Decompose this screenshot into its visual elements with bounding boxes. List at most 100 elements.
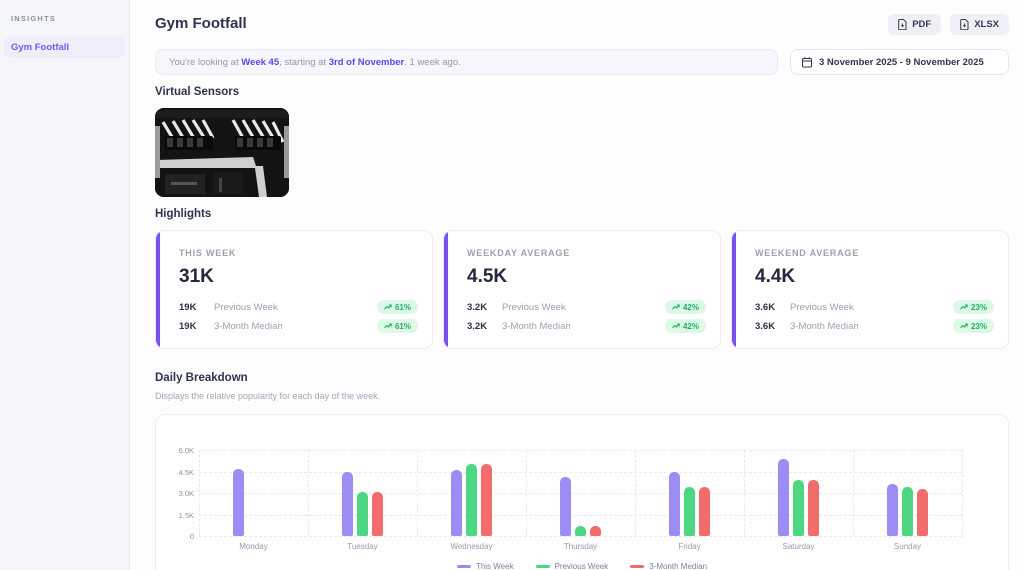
- change-badge: 42%: [664, 300, 706, 314]
- sidebar-item-gym-footfall[interactable]: Gym Footfall: [4, 37, 125, 58]
- x-axis-label: Sunday: [893, 542, 922, 551]
- comparison-row: 19K Previous Week 61%: [179, 300, 418, 314]
- sidebar-section-label: INSIGHTS: [11, 14, 57, 23]
- highlights-heading: Highlights: [155, 208, 212, 220]
- comparison-value: 19K: [179, 301, 197, 313]
- x-axis-label: Tuesday: [347, 542, 378, 551]
- y-axis-tick-label: 0: [189, 532, 194, 541]
- gridline: [199, 514, 962, 516]
- main-content: Gym Footfall PDF XLSX You're looking at …: [130, 0, 1024, 570]
- chart-day-group: [199, 450, 308, 536]
- bar-previous-week[interactable]: [466, 464, 477, 536]
- trending-up-icon: [672, 304, 680, 310]
- card-value: 31K: [179, 266, 214, 287]
- bar-this-week[interactable]: [560, 477, 571, 536]
- bar-this-week[interactable]: [451, 470, 462, 536]
- bar-3-month-median[interactable]: [590, 525, 601, 536]
- x-axis-label: Monday: [239, 542, 268, 551]
- change-badge: 23%: [952, 319, 994, 333]
- bar-previous-week[interactable]: [902, 487, 913, 536]
- bar-this-week[interactable]: [778, 458, 789, 536]
- change-badge: 42%: [664, 319, 706, 333]
- bar-3-month-median[interactable]: [917, 488, 928, 536]
- bar-3-month-median[interactable]: [481, 464, 492, 536]
- bar-3-month-median[interactable]: [699, 487, 710, 536]
- comparison-label: Previous Week: [502, 301, 566, 313]
- highlight-cards-row: THIS WEEK 31K 19K Previous Week 61% 19K …: [155, 230, 1009, 349]
- comparison-label: 3-Month Median: [790, 320, 859, 332]
- gridline: [526, 450, 527, 536]
- bar-previous-week[interactable]: [793, 480, 804, 536]
- highlight-card-weekday-average: WEEKDAY AVERAGE 4.5K 3.2K Previous Week …: [443, 230, 721, 349]
- info-suffix: . 1 week ago.: [404, 56, 461, 68]
- info-prefix: You're looking at: [169, 56, 242, 68]
- chart-day-group: [744, 450, 853, 536]
- virtual-sensors-heading: Virtual Sensors: [155, 86, 240, 98]
- bar-previous-week[interactable]: [575, 525, 586, 536]
- comparison-value: 19K: [179, 320, 197, 332]
- legend-color-dash: [630, 565, 645, 568]
- legend-label: This Week: [475, 562, 514, 570]
- trending-up-icon: [384, 323, 392, 329]
- legend-item-3-month-median[interactable]: 3-Month Median: [630, 562, 707, 570]
- pdf-export-button[interactable]: PDF: [888, 14, 942, 35]
- bar-3-month-median[interactable]: [372, 491, 383, 536]
- gridline: [199, 536, 962, 537]
- gridline: [853, 450, 854, 536]
- y-axis-tick-label: 4.5K: [178, 467, 194, 477]
- chart-plot-area: [199, 450, 962, 536]
- card-accent-bar: [732, 231, 736, 348]
- gridline: [417, 450, 418, 536]
- card-label: THIS WEEK: [179, 248, 237, 258]
- comparison-label: Previous Week: [790, 301, 854, 313]
- gridline: [199, 493, 962, 494]
- bar-this-week[interactable]: [887, 484, 898, 536]
- bar-this-week[interactable]: [669, 471, 680, 536]
- trending-up-icon: [960, 323, 968, 329]
- gridline: [199, 450, 962, 451]
- comparison-row: 3.6K Previous Week 23%: [755, 300, 994, 314]
- highlight-card-weekend-average: WEEKEND AVERAGE 4.4K 3.6K Previous Week …: [731, 230, 1009, 349]
- date-range-value: 3 November 2025 - 9 November 2025: [819, 56, 984, 68]
- gridline: [199, 471, 962, 473]
- change-badge: 61%: [376, 319, 418, 333]
- trending-up-icon: [960, 304, 968, 310]
- bar-3-month-median[interactable]: [808, 480, 819, 536]
- bar-previous-week[interactable]: [684, 487, 695, 536]
- daily-breakdown-chart: 0 1.5K 3.0K 4.5K 6.0K Monday Tuesday Wednesday T…: [155, 414, 1009, 570]
- page-title: Gym Footfall: [155, 15, 247, 32]
- xlsx-export-button[interactable]: XLSX: [950, 14, 1009, 35]
- legend-label: Previous Week: [554, 562, 609, 570]
- calendar-icon: [802, 56, 812, 68]
- y-axis-tick-label: 6.0K: [178, 446, 194, 455]
- chart-day-group: [417, 450, 526, 536]
- y-axis-tick-label: 1.5K: [178, 510, 194, 520]
- daily-breakdown-subtitle: Displays the relative popularity for eac…: [155, 391, 381, 401]
- date-range-picker[interactable]: 3 November 2025 - 9 November 2025: [790, 49, 1009, 75]
- bar-previous-week[interactable]: [357, 491, 368, 536]
- file-document-icon: [898, 19, 907, 31]
- bar-this-week[interactable]: [342, 471, 353, 536]
- gridline: [635, 450, 636, 536]
- comparison-value: 3.6K: [755, 301, 776, 313]
- daily-breakdown-heading: Daily Breakdown: [155, 372, 248, 384]
- legend-label: 3-Month Median: [649, 562, 708, 570]
- comparison-row: 19K 3-Month Median 61%: [179, 319, 418, 333]
- x-axis-label: Friday: [678, 542, 701, 551]
- file-document-icon: [960, 19, 969, 31]
- card-label: WEEKEND AVERAGE: [755, 248, 860, 258]
- chart-day-group: [308, 450, 417, 536]
- bar-this-week[interactable]: [233, 468, 244, 536]
- info-start-date: 3rd of November: [328, 56, 405, 68]
- legend-item-previous-week[interactable]: Previous Week: [535, 562, 609, 570]
- comparison-label: 3-Month Median: [214, 320, 283, 332]
- y-axis-tick-label: 3.0K: [178, 489, 194, 498]
- trending-up-icon: [672, 323, 680, 329]
- trending-up-icon: [384, 304, 392, 310]
- chart-day-group: [635, 450, 744, 536]
- x-axis-label: Wednesday: [450, 542, 493, 551]
- card-accent-bar: [444, 231, 448, 348]
- legend-item-this-week[interactable]: This Week: [456, 562, 514, 570]
- info-middle: , starting at: [279, 56, 329, 68]
